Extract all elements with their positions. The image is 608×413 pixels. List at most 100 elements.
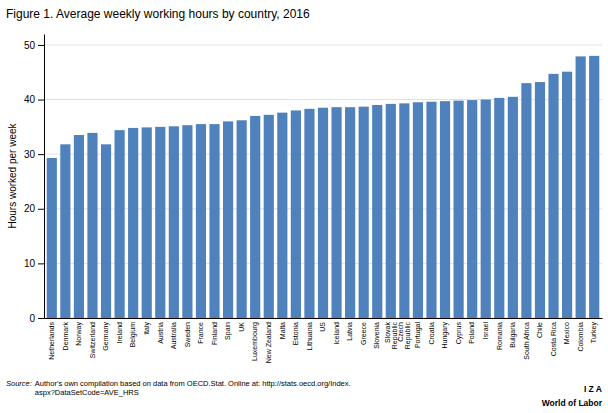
x-tick: Slovenia [373, 322, 380, 349]
bar [562, 72, 572, 318]
bar [413, 102, 423, 318]
x-tick-label-line: Italy [143, 322, 151, 335]
x-tick-label-line: Latvia [346, 322, 353, 341]
x-tick: Cyprus [455, 322, 463, 345]
x-tick: Portugal [414, 322, 422, 349]
bar [60, 144, 70, 318]
x-tick-label-line: Australia [170, 322, 177, 349]
x-tick-label: Spain [224, 322, 232, 340]
bar [169, 126, 179, 318]
bar [589, 56, 599, 318]
watermark: World of Labor [542, 398, 603, 408]
x-tick-label-line: Mexico [563, 322, 570, 344]
grid-line [44, 99, 602, 100]
bar [115, 130, 125, 318]
x-tick: Bulgaria [509, 322, 517, 348]
x-tick-label: Israel [482, 322, 489, 340]
x-tick-label: Finland [211, 322, 218, 345]
x-tick-label: UK [238, 322, 245, 332]
bar [196, 124, 206, 318]
x-tick-label-line: US [319, 322, 326, 332]
x-tick-label-line: Austria [157, 322, 164, 344]
x-tick-label-line: New Zealand [265, 322, 272, 363]
x-tick-label-line: Costa Rica [550, 322, 557, 356]
y-tick: 40 [24, 94, 44, 105]
x-tick: Turkey [590, 322, 598, 344]
bar [291, 110, 301, 318]
y-tick-line [38, 100, 44, 101]
x-tick: UK [238, 322, 245, 332]
x-tick-label-line: Israel [482, 322, 489, 340]
x-tick-label-line: Czech [397, 322, 404, 342]
x-tick-label-line: Malta [279, 322, 286, 339]
x-tick-label-line: Netherlands [48, 322, 55, 360]
x-tick-label: CzechRepublic [397, 322, 412, 350]
y-axis-line [44, 35, 45, 319]
x-tick: Romania [496, 322, 503, 350]
x-tick: Spain [224, 322, 232, 340]
x-tick-label-line: Norway [75, 322, 83, 346]
x-tick-label: Luxembourg [251, 322, 259, 361]
x-tick-label: Germany [102, 322, 110, 351]
x-tick-label-line: Denmark [62, 322, 69, 351]
watermark: I Z A [584, 384, 602, 394]
bar [508, 97, 518, 318]
x-tick-label-line: Ireland [116, 322, 123, 344]
x-tick-label: Costa Rica [550, 322, 557, 356]
source-text-line: Author's own compilation based on data f… [35, 379, 351, 388]
x-tick: Estonia [292, 322, 299, 345]
x-tick-label: Mexico [563, 322, 570, 344]
x-tick-label-line: Poland [468, 322, 475, 344]
x-tick: Australia [170, 322, 177, 349]
x-tick-label: Iceland [333, 322, 340, 345]
bar [47, 158, 57, 318]
x-tick-label-line: Colombia [577, 322, 584, 352]
bar [440, 101, 450, 318]
x-tick-label: Italy [143, 322, 151, 335]
bar [277, 113, 287, 318]
x-tick-label: Belgium [129, 322, 137, 347]
x-tick-label: Estonia [292, 322, 299, 345]
bar [372, 105, 382, 318]
x-tick-label-line: Croatia [428, 322, 435, 345]
chart-container: Figure 1. Average weekly working hours b… [0, 0, 608, 413]
x-tick-label: Portugal [414, 322, 422, 349]
bar [386, 104, 396, 318]
x-tick-label-line: Slovenia [373, 322, 380, 349]
y-tick-label: 20 [24, 203, 36, 214]
x-tick: Mexico [563, 322, 570, 344]
grid [44, 45, 602, 318]
x-tick-label-line: Hungary [441, 322, 449, 349]
grid-line [44, 44, 602, 45]
x-tick-label: Sweden [184, 322, 191, 347]
x-tick-label: Turkey [590, 322, 598, 344]
x-tick-label-line: Romania [496, 322, 503, 350]
x-tick: France [197, 322, 204, 344]
bar [535, 82, 545, 318]
source-text-line: aspx?DataSetCode=AVE_HRS [35, 388, 139, 397]
x-axis: NetherlandsDenmarkNorwaySwitzerlandGerma… [45, 319, 603, 364]
x-tick-label-line: Turkey [590, 322, 598, 344]
x-tick: Greece [360, 322, 367, 345]
bar [155, 127, 165, 318]
chart-svg: Figure 1. Average weekly working hours b… [0, 0, 608, 413]
x-tick-label-line: France [197, 322, 204, 344]
y-tick: 0 [29, 313, 44, 324]
x-tick: Sweden [184, 322, 191, 347]
title: Figure 1. Average weekly working hours b… [6, 7, 310, 21]
bar [521, 83, 531, 318]
x-tick-label: Hungary [441, 322, 449, 349]
x-tick-label: France [197, 322, 204, 344]
x-tick-label-line: Spain [224, 322, 232, 340]
bar [87, 133, 97, 318]
x-tick: CzechRepublic [397, 322, 412, 350]
x-tick-label-line: Estonia [292, 322, 299, 345]
x-tick-label-line: Belgium [129, 322, 137, 347]
x-tick: Hungary [441, 322, 449, 349]
bar [331, 107, 341, 318]
x-tick: Malta [279, 322, 286, 339]
bar [454, 101, 464, 318]
x-tick: Belgium [129, 322, 137, 347]
x-tick: Croatia [428, 322, 435, 345]
x-tick: South Africa [523, 322, 530, 360]
